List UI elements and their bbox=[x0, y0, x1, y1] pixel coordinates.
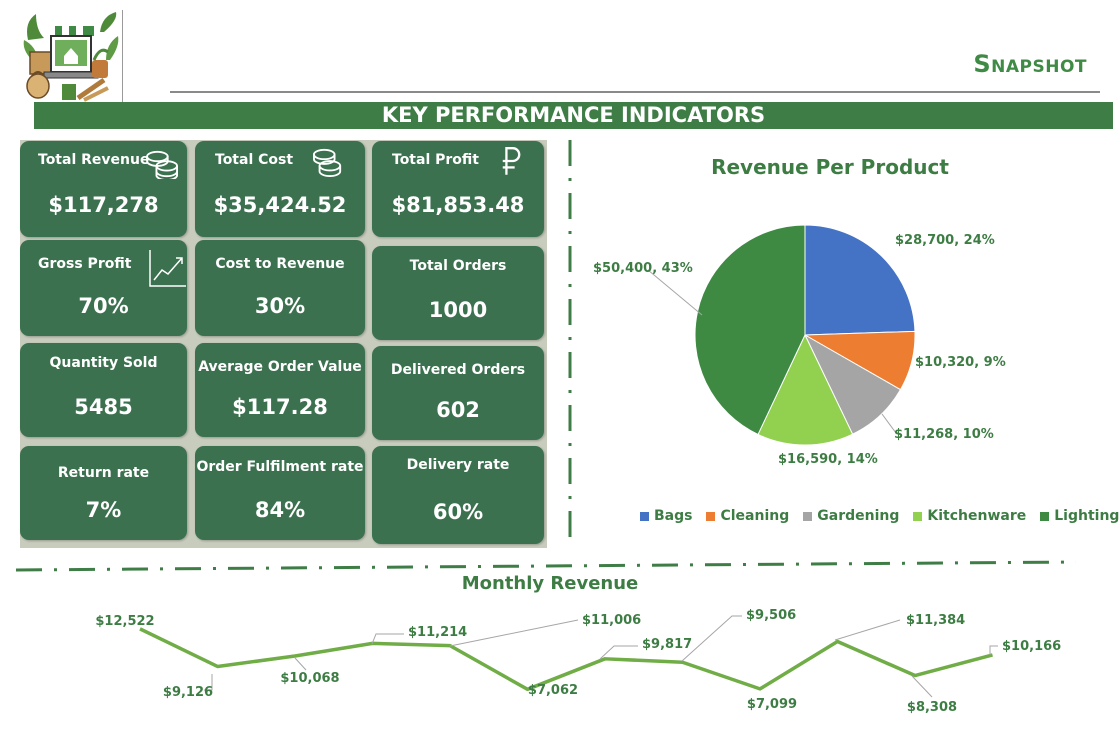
kpi-tile-return-rate: Return rate 7% bbox=[20, 446, 187, 540]
kpi-value: 602 bbox=[436, 398, 480, 422]
kpi-label: Order Fulfilment rate bbox=[196, 459, 364, 475]
legend-label: Gardening bbox=[817, 508, 900, 524]
kpi-value: 84% bbox=[254, 498, 306, 522]
legend-item-cleaning: Cleaning bbox=[706, 508, 789, 524]
line-data-label: $12,522 bbox=[95, 614, 154, 629]
line-data-label: $10,166 bbox=[1002, 639, 1061, 654]
kpi-value: 60% bbox=[432, 500, 484, 524]
legend-swatch bbox=[803, 511, 813, 521]
line-data-label: $9,126 bbox=[163, 685, 213, 700]
kpi-tile-quantity-sold: Quantity Sold 5485 bbox=[20, 343, 187, 437]
pie-slice-bags bbox=[804, 224, 916, 336]
pie-slice-kitchenware bbox=[757, 333, 854, 446]
line-data-label: $10,068 bbox=[280, 671, 339, 686]
kpi-tile-average-order-value: Average Order Value $117.28 bbox=[195, 343, 365, 437]
kpi-panel: Total Revenue $117,278 Total Cost $35,42… bbox=[20, 140, 547, 548]
pie-chart: $28,700, 24% $10,320, 9% $11,268, 10% $16,5… bbox=[593, 224, 1006, 467]
coins-icon bbox=[313, 148, 342, 177]
kpi-banner: KEY PERFORMANCE INDICATORS bbox=[34, 102, 1113, 129]
kpi-value: $35,424.52 bbox=[213, 193, 347, 217]
kpi-label: Quantity Sold bbox=[49, 355, 158, 371]
header-rule bbox=[170, 91, 1100, 93]
legend-label: Bags bbox=[654, 508, 693, 524]
legend-label: Cleaning bbox=[720, 508, 790, 524]
kpi-value: 5485 bbox=[74, 395, 133, 419]
kpi-value: $117,278 bbox=[48, 193, 159, 217]
line-leader bbox=[681, 615, 742, 662]
line-data-label: $7,099 bbox=[747, 697, 797, 712]
pie-leader-line bbox=[647, 269, 703, 316]
line-data-label: $11,006 bbox=[582, 613, 641, 628]
kpi-label: Total Cost bbox=[215, 152, 294, 168]
pie-data-label: $11,268, 10% bbox=[894, 427, 994, 442]
legend-swatch bbox=[640, 511, 649, 521]
line-data-label: $11,384 bbox=[906, 613, 965, 628]
line-leader bbox=[911, 675, 933, 698]
kpi-label: Gross Profit bbox=[38, 256, 132, 272]
pie-leader-line bbox=[881, 413, 897, 434]
kpi-value: 7% bbox=[85, 498, 122, 522]
kpi-label: Average Order Value bbox=[198, 359, 362, 375]
kpi-label: Delivered Orders bbox=[390, 362, 526, 378]
kpi-label: Total Orders bbox=[409, 258, 507, 274]
kpi-value: $117.28 bbox=[232, 395, 328, 419]
kpi-label: Total Revenue bbox=[38, 152, 150, 168]
kpi-tile-cost-to-revenue: Cost to Revenue 30% bbox=[195, 240, 365, 336]
line-chart: $12,522 $9,126 $10,068 $11,214 $11,006 $7,062… bbox=[95, 608, 1061, 715]
monthly-revenue-line bbox=[139, 627, 993, 692]
kpi-tile-delivery-rate: Delivery rate 60% bbox=[372, 446, 544, 544]
kpi-tile-total-cost: Total Cost $35,424.52 bbox=[195, 141, 365, 237]
kpi-tile-total-revenue: Total Revenue $117,278 bbox=[20, 141, 187, 237]
horizontal-divider bbox=[16, 560, 1076, 572]
kpi-label: Total Profit bbox=[392, 152, 479, 168]
line-leader bbox=[599, 645, 638, 660]
line-leader bbox=[294, 657, 307, 671]
legend-item-bags: Bags bbox=[640, 508, 692, 524]
kpi-tile-order-fulfilment-rate: Order Fulfilment rate 84% bbox=[195, 446, 365, 540]
line-chart-title: Monthly Revenue bbox=[461, 573, 639, 594]
pie-data-label: $28,700, 24% bbox=[895, 233, 995, 248]
ruble-icon bbox=[502, 147, 521, 175]
legend-label: Kitchenware bbox=[927, 508, 1027, 524]
page-title: Snapshot bbox=[973, 50, 1087, 78]
legend-item-gardening: Gardening bbox=[803, 508, 899, 524]
kpi-label: Cost to Revenue bbox=[215, 256, 345, 272]
store-logo-icon bbox=[23, 12, 119, 102]
kpi-value: $81,853.48 bbox=[391, 193, 525, 217]
pie-chart-title: Revenue Per Product bbox=[711, 155, 949, 179]
pie-data-label: $10,320, 9% bbox=[915, 355, 1006, 370]
pie-legend: Bags Cleaning Gardening Kitchenware Lighting bbox=[640, 508, 1119, 524]
pie-data-label: $50,400, 43% bbox=[593, 261, 693, 276]
legend-swatch bbox=[1040, 511, 1050, 521]
kpi-tile-gross-profit: Gross Profit 70% bbox=[20, 240, 187, 336]
kpi-value: 70% bbox=[78, 294, 129, 318]
line-leader bbox=[371, 633, 404, 645]
pie-data-label: $16,590, 14% bbox=[778, 452, 878, 467]
logo-divider bbox=[122, 10, 123, 102]
legend-swatch bbox=[913, 511, 923, 521]
legend-swatch bbox=[706, 511, 716, 521]
vertical-divider bbox=[568, 140, 572, 540]
line-data-label: $9,506 bbox=[746, 608, 796, 623]
legend-item-lighting: Lighting bbox=[1040, 508, 1119, 524]
kpi-value: 30% bbox=[254, 294, 306, 318]
kpi-tile-delivered-orders: Delivered Orders 602 bbox=[372, 346, 544, 440]
kpi-tile-total-profit: Total Profit $81,853.48 bbox=[372, 141, 544, 237]
line-leader bbox=[834, 619, 901, 641]
legend-label: Lighting bbox=[1054, 508, 1119, 524]
line-data-label: $8,308 bbox=[907, 700, 957, 715]
line-leader bbox=[449, 619, 579, 647]
kpi-tile-total-orders: Total Orders 1000 bbox=[372, 246, 544, 340]
line-leader bbox=[204, 674, 213, 691]
line-data-label: $7,062 bbox=[528, 683, 578, 698]
trend-chart-icon bbox=[149, 250, 186, 287]
coins-icon bbox=[146, 150, 178, 179]
line-leader bbox=[989, 645, 998, 655]
kpi-label: Return rate bbox=[57, 465, 150, 481]
line-data-label: $9,817 bbox=[642, 637, 692, 652]
kpi-label: Delivery rate bbox=[406, 457, 510, 473]
line-data-label: $11,214 bbox=[408, 625, 467, 640]
kpi-value: 1000 bbox=[428, 298, 488, 322]
legend-item-kitchenware: Kitchenware bbox=[913, 508, 1026, 524]
